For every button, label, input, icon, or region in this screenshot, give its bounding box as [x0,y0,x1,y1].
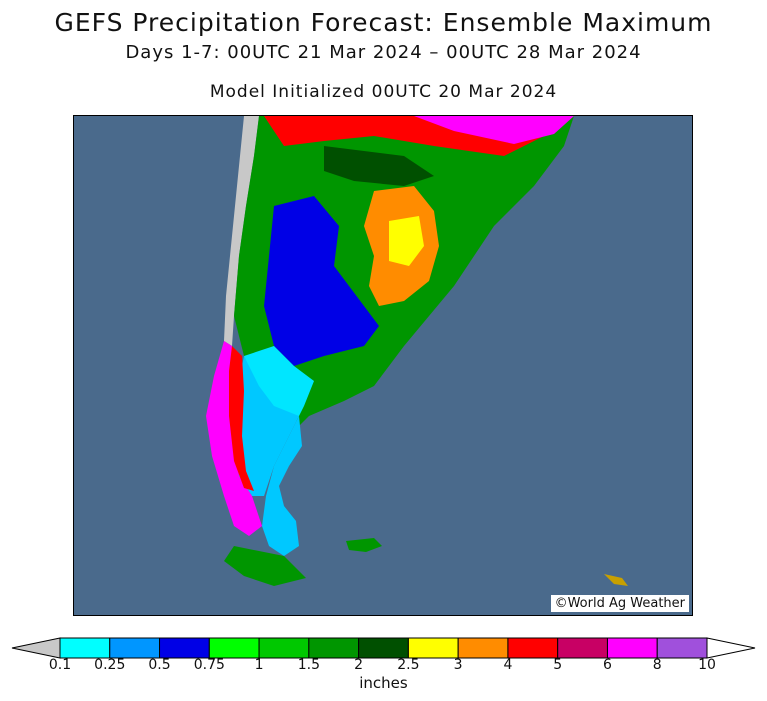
chile-dry-strip [224,116,259,346]
central-cyan [244,346,314,416]
chile-coast-red [229,346,254,491]
legend-tick-label: 2.5 [397,657,420,673]
legend-box [557,637,608,659]
legend-tick-label: 5 [553,657,563,673]
legend-units: inches [359,674,408,692]
legend-box [59,637,111,659]
north-magenta [414,116,574,144]
legend-tick-label: 10 [698,657,716,673]
north-darkgreen [324,146,434,186]
legend-box [208,637,260,659]
model-init-label: Model Initialized 00UTC 20 Mar 2024 [209,82,558,102]
legend-arrow-low [11,637,61,659]
andes-blue [264,196,379,366]
legend-box [109,637,161,659]
map-subtitle: Days 1-7: 00UTC 21 Mar 2024 – 00UTC 28 M… [125,42,642,63]
legend-box [656,637,708,659]
legend-tick-label: 6 [602,657,612,673]
legend-box [258,637,310,659]
precipitation-map: ©World Ag Weather [73,115,693,616]
south-georgia [604,574,628,586]
tierra-del-fuego [224,546,306,586]
credit-label: ©World Ag Weather [550,595,689,612]
legend-box [606,637,658,659]
legend-tick-label: 0.75 [193,657,225,673]
legend-box [358,637,409,659]
patagonia-west [234,356,299,496]
legend-tick-label: 0.1 [48,657,72,673]
map-title: GEFS Precipitation Forecast: Ensemble Ma… [54,8,713,37]
legend-tick-label: 0.25 [94,657,126,673]
color-legend [11,637,756,659]
patagonia [262,416,302,556]
legend-box [159,637,210,659]
legend-box [507,637,559,659]
legend-tick-label: 0.5 [148,657,171,673]
falkland-islands [346,538,382,552]
legend-arrow-high [706,637,756,659]
northeast-yellow [389,216,424,266]
legend-tick-label: 4 [503,657,513,673]
legend-tick-label: 1 [254,657,264,673]
legend-tick-label: 3 [453,657,463,673]
map-canvas [74,116,692,615]
legend-tick-label: 2 [354,657,364,673]
legend-tick-label: 1.5 [297,657,320,673]
legend-box [457,637,509,659]
legend-box [407,637,459,659]
legend-box [308,637,360,659]
legend-tick-label: 8 [652,657,662,673]
